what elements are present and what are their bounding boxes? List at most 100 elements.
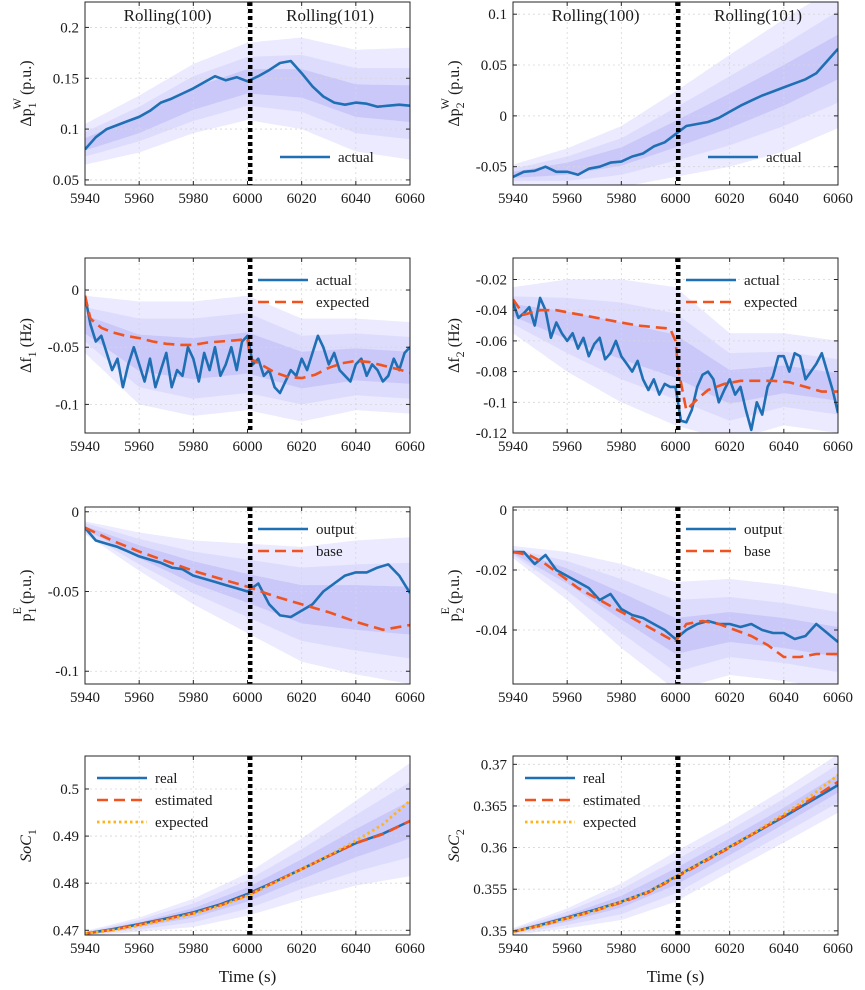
x-tick-label: 6040 [769, 690, 799, 706]
y-tick-label: 0.1 [60, 122, 79, 138]
legend-label-real: real [155, 771, 177, 787]
x-tick-label: 6000 [661, 941, 691, 957]
y-tick-label: 0 [500, 109, 508, 125]
y-label-subscript: 1 [25, 829, 39, 835]
y-tick-label: 0.36 [481, 841, 508, 857]
x-tick-label: 5940 [498, 690, 528, 706]
grid [85, 258, 410, 433]
panel-f1: 5940 5960 5980 6000 6020 6040 6060 -0.1 -0.05 0 Δf… [18, 257, 425, 455]
y-tick-label: -0.1 [483, 395, 507, 411]
series-output [85, 526, 410, 619]
series-group [513, 296, 838, 432]
y-tick-label: -0.02 [476, 272, 507, 288]
band-level-3 [513, 34, 838, 178]
x-tick-label: 5960 [124, 941, 154, 957]
legend-label-actual: actual [338, 150, 374, 166]
panel-f2: 5940 5960 5980 6000 6020 6040 6060 -0.12 -0.1 -0.… [446, 257, 853, 455]
series-group [85, 59, 410, 151]
legend: actual expected [686, 273, 798, 311]
series-group [85, 295, 410, 395]
legend-label-expected: expected [155, 815, 209, 831]
panel-p2e: 5940 5960 5980 6000 6020 6040 6060 -0.04 -0.02 0 p… [438, 503, 853, 706]
y-label-symbol: Δp [18, 108, 35, 126]
y-label-subscript: 2 [453, 351, 467, 357]
legend: output base [258, 522, 355, 560]
y-label-superscript: W [438, 97, 452, 109]
y-axis-label: Δp2W (p.u.) [438, 60, 467, 126]
rolling-label-right: Rolling(101) [714, 6, 802, 25]
x-tick-label: 5940 [498, 941, 528, 957]
y-tick-label: 0.15 [53, 71, 79, 87]
y-tick-label: 0 [72, 283, 80, 299]
y-label-subscript: 1 [25, 351, 39, 357]
y-label-symbol: Δf [446, 357, 463, 373]
uncertainty-band [85, 763, 410, 935]
legend: actual expected [258, 273, 370, 311]
x-tick-label: 6000 [233, 941, 263, 957]
panel-soc2: 5940 5960 5980 6000 6020 6040 6060 0.35 0.355 0.3… [446, 755, 853, 957]
x-tick-label: 6020 [287, 439, 317, 455]
y-tick-label: 0 [72, 505, 80, 521]
x-tick-label: 5940 [70, 690, 100, 706]
x-tick-label: 6060 [395, 690, 425, 706]
series-group [513, 47, 838, 179]
legend-label-actual: actual [316, 273, 352, 289]
series-base [513, 550, 838, 659]
x-tick-label: 6020 [715, 690, 745, 706]
x-tick-label: 5980 [178, 941, 208, 957]
y-label-symbol: SoC [18, 835, 35, 862]
x-tick-label: 6020 [287, 690, 317, 706]
y-axis-label: SoC2 [446, 829, 467, 862]
band-level-3 [85, 315, 410, 389]
legend-label-base: base [744, 544, 771, 560]
y-tick-label: -0.1 [55, 664, 79, 680]
legend-label-estimated: estimated [583, 793, 641, 809]
y-axis-label: p1E (p.u.) [10, 570, 39, 622]
y-tick-label: 0.355 [473, 882, 507, 898]
series-expected [85, 799, 410, 935]
y-tick-label: 0.05 [53, 173, 79, 189]
x-tick-label: 5940 [498, 439, 528, 455]
x-tick-label: 6000 [233, 690, 263, 706]
x-tick-label: 5980 [606, 690, 636, 706]
y-label-superscript: E [10, 607, 24, 614]
series-group [85, 799, 410, 935]
legend: real estimated expected [525, 771, 641, 831]
y-label-subscript: 2 [453, 829, 467, 835]
x-tick-label: 5980 [606, 941, 636, 957]
y-tick-label: 0.5 [60, 782, 79, 798]
x-tick-label: 5960 [552, 690, 582, 706]
x-tick-label: 6020 [715, 941, 745, 957]
band-level-3 [513, 550, 838, 657]
y-label-superscript: W [10, 97, 24, 109]
y-label-unit: (Hz) [18, 318, 35, 347]
x-tick-label: 6040 [769, 191, 799, 207]
x-tick-label: 6000 [233, 439, 263, 455]
y-label-unit: (p.u.) [446, 60, 463, 95]
legend: actual [280, 150, 374, 166]
x-tick-label: 5940 [498, 191, 528, 207]
y-label-unit: (p.u.) [18, 60, 35, 95]
x-tick-label: 5940 [70, 191, 100, 207]
y-axis-label: Δp1W (p.u.) [10, 60, 39, 126]
y-axis-label: SoC1 [18, 829, 39, 862]
x-tick-label: 6060 [395, 439, 425, 455]
x-tick-label: 5960 [552, 941, 582, 957]
grid [85, 756, 410, 935]
grid [513, 756, 838, 935]
rolling-label-right: Rolling(101) [286, 6, 374, 25]
y-label-symbol: Δp [446, 108, 463, 126]
grid [85, 2, 410, 185]
series-expected [513, 298, 838, 412]
x-tick-label: 6060 [823, 439, 853, 455]
y-tick-label: 0.365 [473, 799, 507, 815]
band-level-1 [513, 756, 838, 935]
x-tick-label: 6000 [661, 191, 691, 207]
x-tick-label: 5960 [552, 191, 582, 207]
y-tick-label: -0.08 [476, 365, 507, 381]
x-tick-label: 6040 [341, 941, 371, 957]
y-label-subscript: 2 [453, 102, 467, 108]
y-tick-label: 0.48 [53, 876, 79, 892]
panel-p1e: 5940 5960 5980 6000 6020 6040 6060 -0.1 -0.05 0 p1… [10, 505, 425, 706]
